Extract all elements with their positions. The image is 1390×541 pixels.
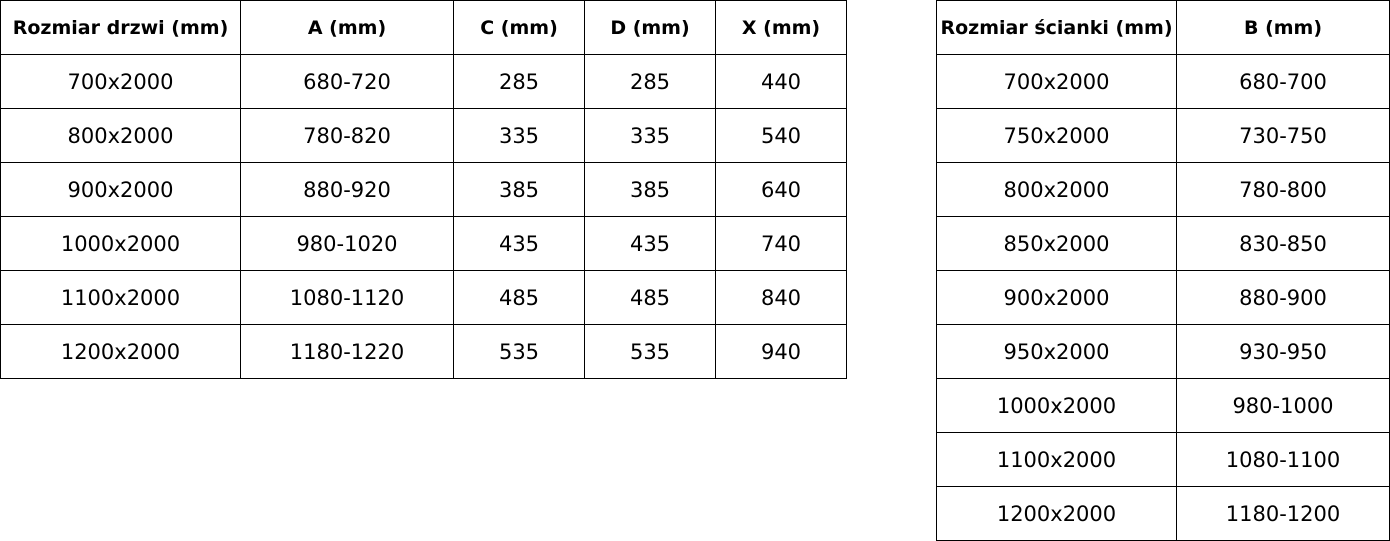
table-cell: 800x2000 xyxy=(0,108,241,163)
table-cell: 335 xyxy=(584,108,716,163)
wall-size-table: Rozmiar ścianki (mm) B (mm) 700x2000 680-7… xyxy=(936,0,1390,541)
table-cell: 1180-1200 xyxy=(1176,486,1390,541)
table-cell: 900x2000 xyxy=(0,162,241,217)
table-cell: 1200x2000 xyxy=(0,324,241,379)
table-cell: 940 xyxy=(715,324,847,379)
table-cell: 1080-1120 xyxy=(240,270,454,325)
table-header-row: Rozmiar ścianki (mm) B (mm) xyxy=(936,0,1390,55)
table-cell: 840 xyxy=(715,270,847,325)
column-header: C (mm) xyxy=(453,0,585,55)
table-cell: 440 xyxy=(715,54,847,109)
table-cell: 640 xyxy=(715,162,847,217)
table-cell: 540 xyxy=(715,108,847,163)
column-header: X (mm) xyxy=(715,0,847,55)
table-row: 900x2000 880-900 xyxy=(936,270,1390,325)
table-row: 700x2000 680-720 285 285 440 xyxy=(0,54,847,109)
column-header: B (mm) xyxy=(1176,0,1390,55)
table-cell: 900x2000 xyxy=(936,270,1177,325)
table-cell: 680-720 xyxy=(240,54,454,109)
column-header: Rozmiar drzwi (mm) xyxy=(0,0,241,55)
column-header: D (mm) xyxy=(584,0,716,55)
table-cell: 1100x2000 xyxy=(0,270,241,325)
table-row: 900x2000 880-920 385 385 640 xyxy=(0,162,847,217)
table-cell: 780-800 xyxy=(1176,162,1390,217)
table-cell: 850x2000 xyxy=(936,216,1177,271)
table-cell: 980-1000 xyxy=(1176,378,1390,433)
table-cell: 285 xyxy=(584,54,716,109)
table-row: 1000x2000 980-1020 435 435 740 xyxy=(0,216,847,271)
table-cell: 950x2000 xyxy=(936,324,1177,379)
doors-size-table: Rozmiar drzwi (mm) A (mm) C (mm) D (mm) X (m… xyxy=(0,0,847,379)
table-cell: 335 xyxy=(453,108,585,163)
table-cell: 1180-1220 xyxy=(240,324,454,379)
table-row: 1200x2000 1180-1200 xyxy=(936,486,1390,541)
table-cell: 700x2000 xyxy=(936,54,1177,109)
table-row: 1000x2000 980-1000 xyxy=(936,378,1390,433)
table-cell: 980-1020 xyxy=(240,216,454,271)
table-cell: 830-850 xyxy=(1176,216,1390,271)
table-cell: 385 xyxy=(584,162,716,217)
table-cell: 535 xyxy=(453,324,585,379)
table-cell: 800x2000 xyxy=(936,162,1177,217)
table-header-row: Rozmiar drzwi (mm) A (mm) C (mm) D (mm) X (m… xyxy=(0,0,847,55)
column-header: Rozmiar ścianki (mm) xyxy=(936,0,1177,55)
table-cell: 780-820 xyxy=(240,108,454,163)
table-cell: 435 xyxy=(584,216,716,271)
table-cell: 285 xyxy=(453,54,585,109)
table-cell: 435 xyxy=(453,216,585,271)
table-row: 800x2000 780-800 xyxy=(936,162,1390,217)
table-cell: 880-900 xyxy=(1176,270,1390,325)
table-cell: 1080-1100 xyxy=(1176,432,1390,487)
table-cell: 535 xyxy=(584,324,716,379)
table-cell: 1000x2000 xyxy=(936,378,1177,433)
table-cell: 680-700 xyxy=(1176,54,1390,109)
table-cell: 700x2000 xyxy=(0,54,241,109)
table-cell: 730-750 xyxy=(1176,108,1390,163)
table-row: 950x2000 930-950 xyxy=(936,324,1390,379)
table-row: 1200x2000 1180-1220 535 535 940 xyxy=(0,324,847,379)
table-cell: 1100x2000 xyxy=(936,432,1177,487)
table-row: 850x2000 830-850 xyxy=(936,216,1390,271)
table-row: 750x2000 730-750 xyxy=(936,108,1390,163)
table-cell: 485 xyxy=(453,270,585,325)
table-row: 1100x2000 1080-1120 485 485 840 xyxy=(0,270,847,325)
table-row: 1100x2000 1080-1100 xyxy=(936,432,1390,487)
table-cell: 485 xyxy=(584,270,716,325)
table-row: 800x2000 780-820 335 335 540 xyxy=(0,108,847,163)
table-cell: 930-950 xyxy=(1176,324,1390,379)
table-cell: 750x2000 xyxy=(936,108,1177,163)
table-cell: 1000x2000 xyxy=(0,216,241,271)
table-cell: 880-920 xyxy=(240,162,454,217)
table-cell: 740 xyxy=(715,216,847,271)
table-row: 700x2000 680-700 xyxy=(936,54,1390,109)
table-cell: 385 xyxy=(453,162,585,217)
column-header: A (mm) xyxy=(240,0,454,55)
table-cell: 1200x2000 xyxy=(936,486,1177,541)
